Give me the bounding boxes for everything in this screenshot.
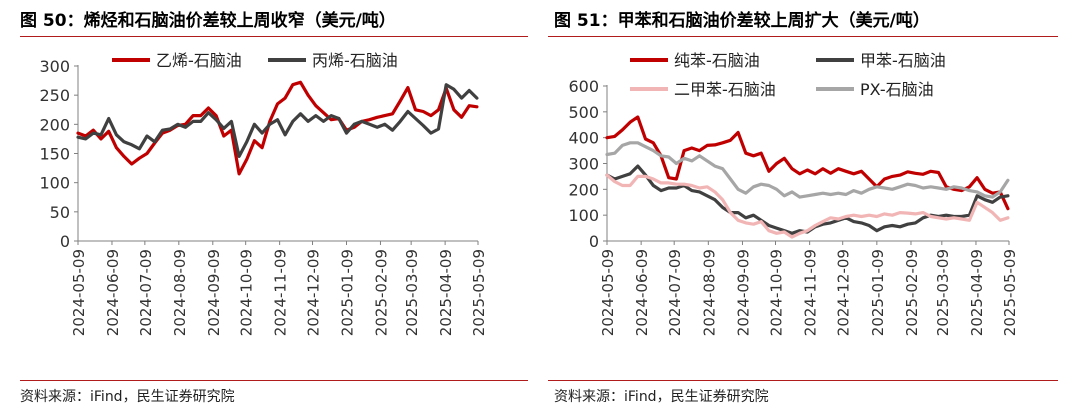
y-tick-label: 600 bbox=[568, 77, 599, 96]
y-tick-label: 150 bbox=[39, 145, 70, 164]
series-line bbox=[605, 115, 1010, 211]
series-line bbox=[76, 80, 479, 176]
y-tick-label: 0 bbox=[60, 232, 70, 251]
chart-title: 图 50：烯烃和石脑油价差较上周收窄（美元/吨） bbox=[20, 11, 396, 31]
y-tick-label: 250 bbox=[39, 86, 70, 105]
source-note: 资料来源：iFind，民生证券研究院 bbox=[554, 389, 769, 405]
chart-panel-left: 图 50：烯烃和石脑油价差较上周收窄（美元/吨） 0 50 100 150 200 250… bbox=[0, 0, 534, 414]
title-rule bbox=[20, 36, 528, 37]
x-tick-label: 2024-08-09 bbox=[171, 249, 189, 336]
x-tick-label: 2024-09-09 bbox=[734, 249, 752, 336]
x-tick-label: 2025-02-09 bbox=[372, 249, 390, 336]
y-tick-label: 200 bbox=[39, 115, 70, 134]
y-tick-label: 300 bbox=[39, 57, 70, 76]
series-line bbox=[605, 141, 1010, 199]
x-tick-label: 2024-05-09 bbox=[70, 249, 88, 336]
legend-label: 纯苯-石脑油 bbox=[674, 51, 760, 70]
x-tick-label: 2024-09-09 bbox=[205, 249, 223, 336]
y-tick-label: 400 bbox=[568, 129, 599, 148]
chart-title: 图 51：甲苯和石脑油价差较上周扩大（美元/吨） bbox=[554, 11, 930, 31]
x-tick-label: 2025-05-09 bbox=[1001, 249, 1019, 336]
series-line bbox=[76, 83, 479, 158]
line-chart: 0 100 200 300 400 500 600 2024-05-09 2024-06-09 2… bbox=[568, 51, 1019, 336]
legend-label: 甲苯-石脑油 bbox=[860, 51, 946, 70]
x-tick-label: 2024-06-09 bbox=[104, 249, 122, 336]
x-tick-label: 2025-02-09 bbox=[903, 249, 921, 336]
x-tick-label: 2024-11-09 bbox=[272, 249, 290, 336]
x-tick-label: 2025-05-09 bbox=[470, 249, 488, 336]
y-tick-label: 500 bbox=[568, 103, 599, 122]
x-tick-label: 2024-12-09 bbox=[305, 249, 323, 336]
x-tick-label: 2024-10-09 bbox=[238, 249, 256, 336]
y-tick-label: 100 bbox=[39, 174, 70, 193]
legend-label: 乙烯-石脑油 bbox=[156, 51, 242, 70]
x-tick-label: 2024-07-09 bbox=[666, 249, 684, 336]
y-tick-label: 200 bbox=[568, 180, 599, 199]
x-tick-label: 2024-10-09 bbox=[768, 249, 786, 336]
title-rule bbox=[548, 36, 1058, 37]
source-rule bbox=[20, 380, 528, 381]
y-tick-label: 100 bbox=[568, 206, 599, 225]
line-chart: 0 50 100 150 200 250 300 2024-05-09 2024-06-09 20… bbox=[39, 51, 488, 336]
x-tick-label: 2025-01-09 bbox=[869, 249, 887, 336]
x-tick-label: 2025-03-09 bbox=[403, 249, 421, 336]
legend-label: 二甲苯-石脑油 bbox=[674, 80, 776, 99]
x-tick-label: 2024-11-09 bbox=[802, 249, 820, 336]
x-tick-label: 2025-03-09 bbox=[934, 249, 952, 336]
legend-label: 丙烯-石脑油 bbox=[312, 51, 398, 70]
series-line bbox=[605, 173, 1010, 239]
legend-label: PX-石脑油 bbox=[860, 80, 934, 99]
x-tick-label: 2024-07-09 bbox=[137, 249, 155, 336]
x-tick-label: 2025-01-09 bbox=[338, 249, 356, 336]
chart-panel-right: 图 51：甲苯和石脑油价差较上周扩大（美元/吨） 0 100 200 300 400 50… bbox=[534, 0, 1069, 414]
x-tick-label: 2024-06-09 bbox=[633, 249, 651, 336]
source-note: 资料来源：iFind，民生证券研究院 bbox=[20, 389, 235, 405]
x-tick-label: 2024-12-09 bbox=[835, 249, 853, 336]
x-tick-label: 2025-04-09 bbox=[437, 249, 455, 336]
source-rule bbox=[548, 380, 1058, 381]
x-tick-label: 2024-08-09 bbox=[700, 249, 718, 336]
y-tick-label: 50 bbox=[50, 203, 70, 222]
x-tick-label: 2025-04-09 bbox=[968, 249, 986, 336]
y-tick-label: 300 bbox=[568, 155, 599, 174]
y-tick-label: 0 bbox=[589, 232, 599, 251]
x-tick-label: 2024-05-09 bbox=[599, 249, 617, 336]
